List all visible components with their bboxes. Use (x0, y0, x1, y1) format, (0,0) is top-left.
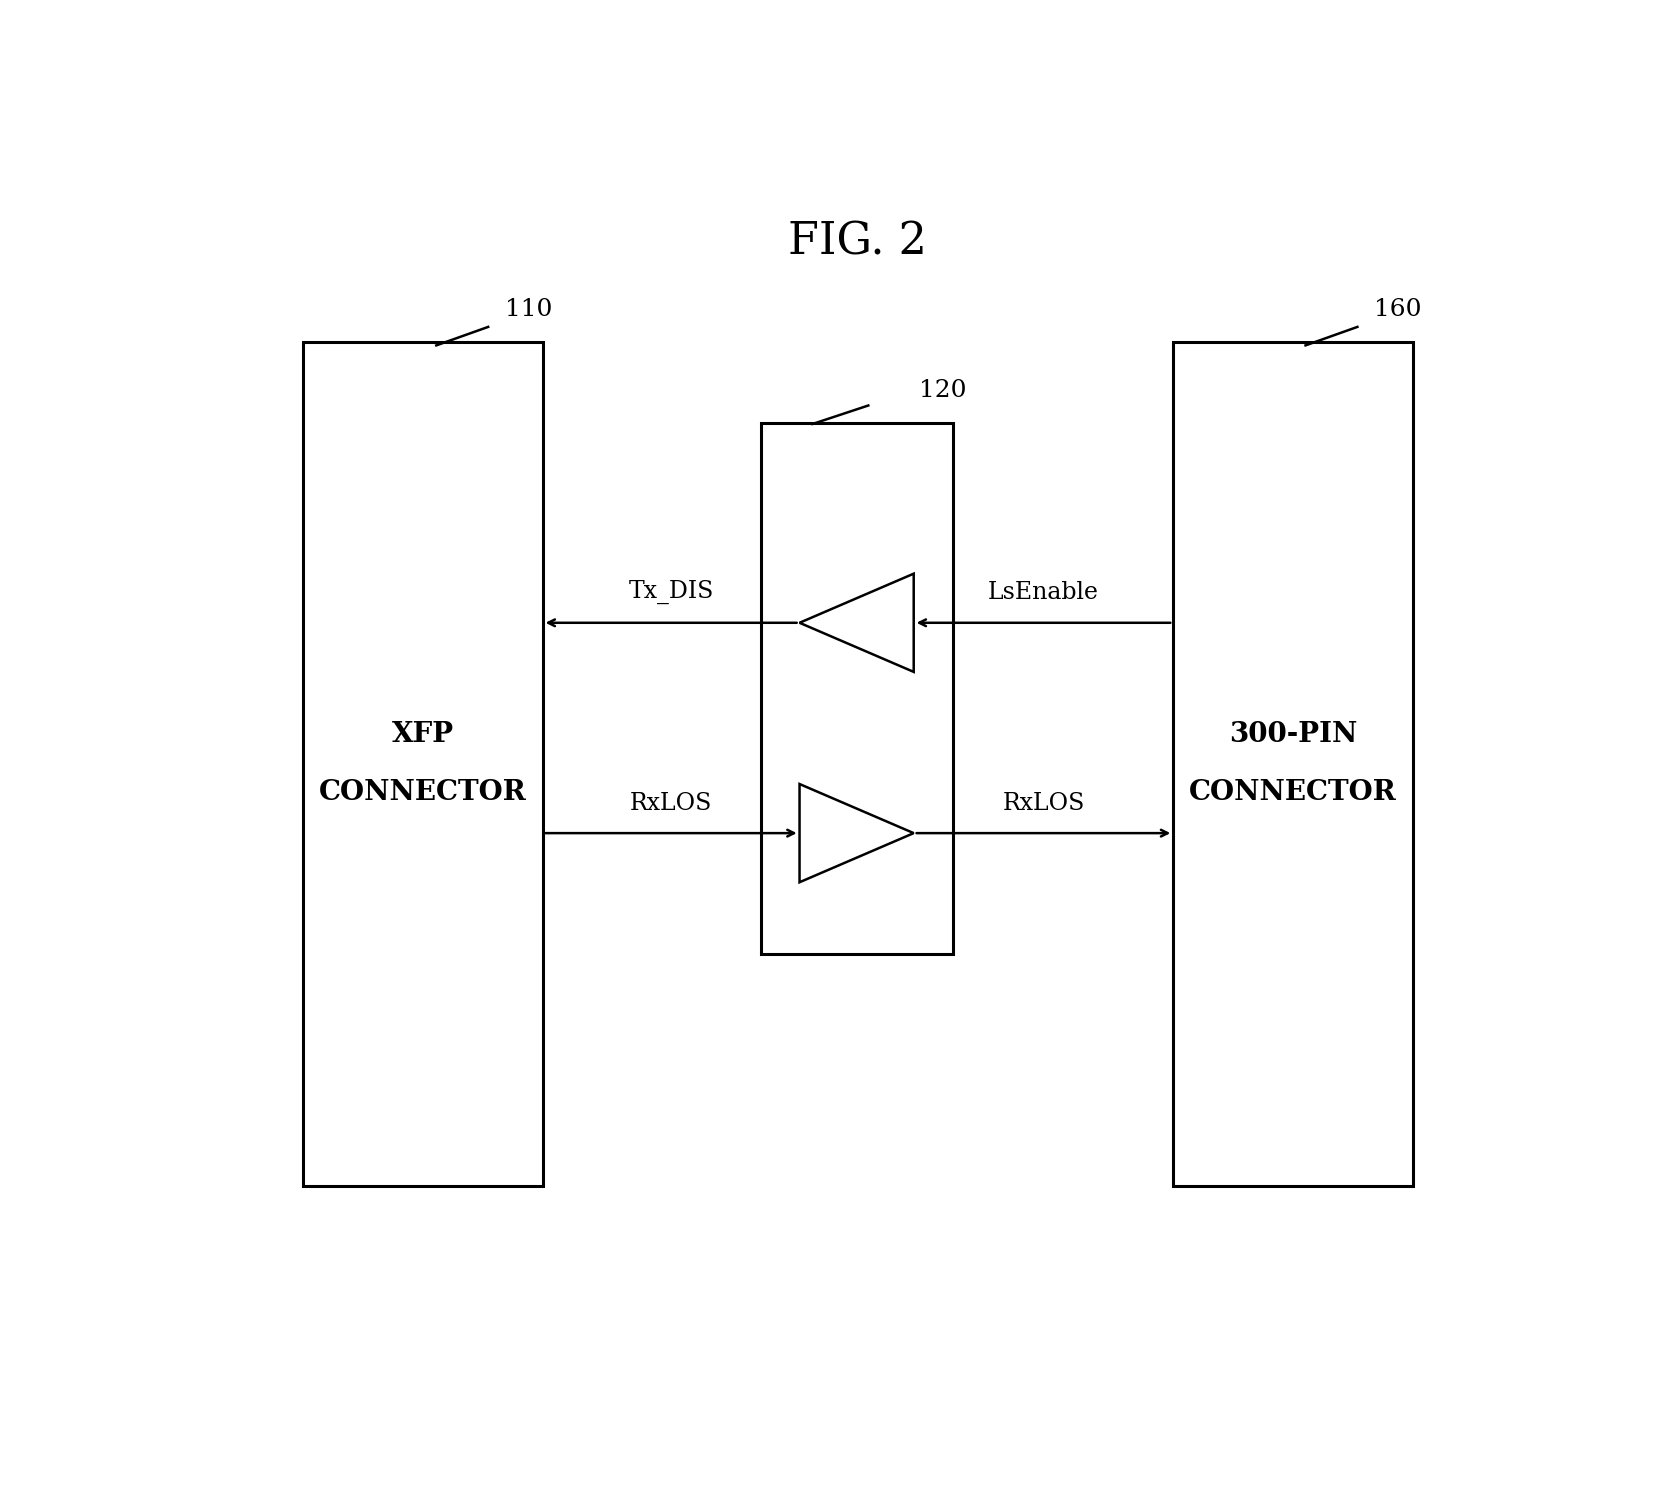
Bar (303, 342, 542, 1186)
Bar (1173, 342, 1412, 1186)
Text: 300-PIN: 300-PIN (1228, 722, 1357, 749)
Text: CONNECTOR: CONNECTOR (318, 779, 527, 806)
Text: LsEnable: LsEnable (987, 581, 1097, 605)
Text: FIG. 2: FIG. 2 (788, 221, 927, 264)
Bar (760, 423, 952, 955)
Text: Tx_DIS: Tx_DIS (627, 579, 713, 605)
Text: XFP: XFP (391, 722, 453, 749)
Text: 110: 110 (505, 299, 552, 321)
Text: CONNECTOR: CONNECTOR (1188, 779, 1397, 806)
Text: 120: 120 (918, 380, 965, 402)
Text: 160: 160 (1374, 299, 1420, 321)
Text: RxLOS: RxLOS (1002, 791, 1084, 815)
Text: RxLOS: RxLOS (629, 791, 713, 815)
